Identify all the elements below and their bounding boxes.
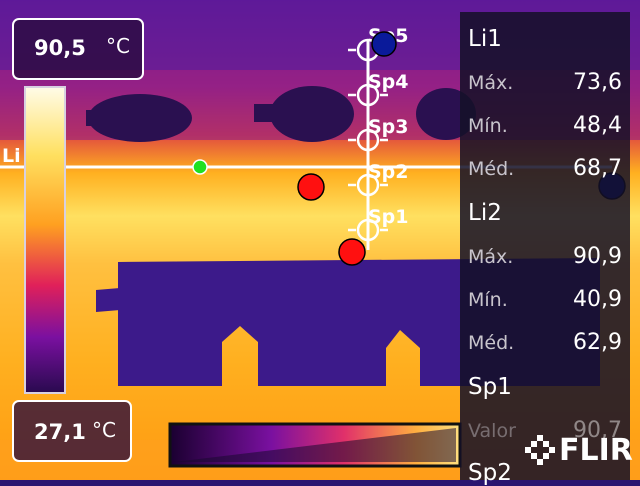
spot-4-label: Sp4 <box>368 71 409 93</box>
flir-logo: FLIR <box>525 430 633 470</box>
li2-avg-label: Méd. <box>468 332 515 354</box>
spot-3-crosshair[interactable] <box>356 128 380 152</box>
li1-min-label: Mín. <box>468 115 508 137</box>
sp1-value: 90,7 <box>573 418 622 443</box>
li1-title: Li1 <box>468 26 502 52</box>
li2-max-value: 90,9 <box>573 244 622 269</box>
line-label: Li <box>2 145 21 167</box>
measurement-results-panel: Li1 Máx. 73,6 Mín. 48,4 Méd. 68,7 Li2 Má… <box>460 12 630 486</box>
line-point-marker <box>192 159 208 175</box>
li1-avg-value: 68,7 <box>573 156 622 181</box>
spot-1-crosshair[interactable] <box>356 218 380 242</box>
min-temperature-box: 27,1 °C <box>12 400 132 462</box>
flir-logo-icon <box>525 435 555 465</box>
max-temperature-value: 90,5 <box>34 36 86 60</box>
min-temperature-unit: °C <box>92 418 116 442</box>
flir-logo-text: FLIR <box>559 432 633 468</box>
sp1-title: Sp1 <box>468 374 512 400</box>
spot-2-crosshair[interactable] <box>356 173 380 197</box>
temperature-scale <box>24 86 66 394</box>
max-temperature-unit: °C <box>106 34 130 58</box>
li2-min-value: 40,9 <box>573 287 622 312</box>
li1-min-value: 48,4 <box>573 113 622 138</box>
spot-1-label: Sp1 <box>368 206 409 228</box>
cold-spot-marker <box>371 31 397 57</box>
hot-spot-marker <box>338 238 366 266</box>
max-temperature-box: 90,5 °C <box>12 18 144 80</box>
min-temperature-value: 27,1 <box>34 420 86 444</box>
li2-title: Li2 <box>468 200 502 226</box>
sp1-value-label: Valor <box>468 420 516 442</box>
color-palette-bar <box>168 422 462 468</box>
li2-max-label: Máx. <box>468 246 514 268</box>
spot-2-label: Sp2 <box>368 161 409 183</box>
sp2-title: Sp2 <box>468 460 512 486</box>
li1-max-value: 73,6 <box>573 70 622 95</box>
spot-4-crosshair[interactable] <box>356 83 380 107</box>
spot-3-label: Sp3 <box>368 116 409 138</box>
li1-avg-label: Méd. <box>468 158 515 180</box>
li2-avg-value: 62,9 <box>573 330 622 355</box>
li1-max-label: Máx. <box>468 72 514 94</box>
hot-spot-marker <box>297 173 325 201</box>
li2-min-label: Mín. <box>468 289 508 311</box>
